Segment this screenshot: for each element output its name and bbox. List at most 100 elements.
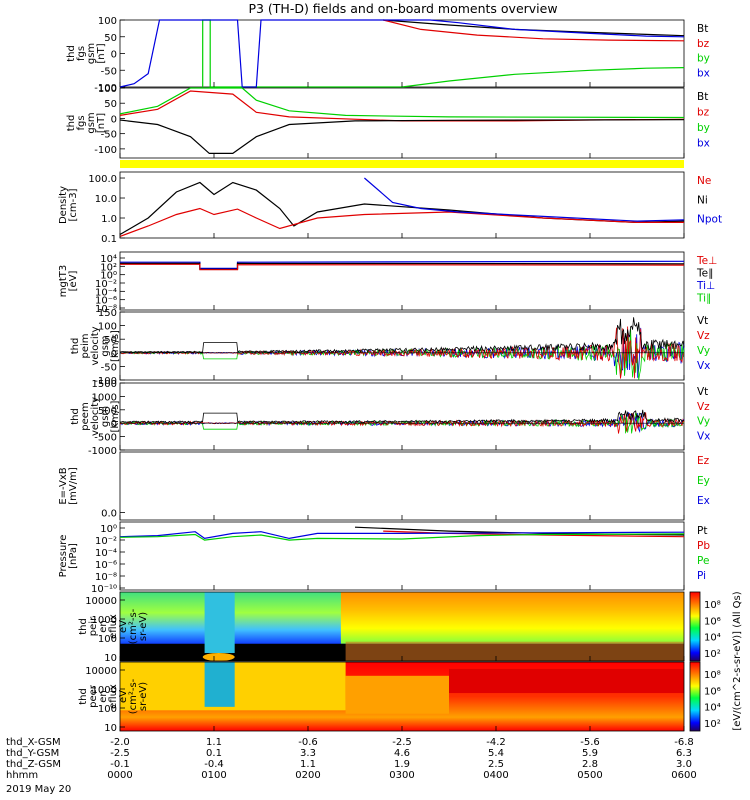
ephemeris-value: -5.6 — [580, 737, 600, 748]
series-pressure-Pe — [119, 533, 685, 541]
y-tick-label: 100 — [98, 322, 117, 333]
y-tick-label: 100.0 — [88, 174, 117, 185]
legend-entry: by — [697, 53, 710, 65]
y-tick-label: 0 — [111, 50, 117, 61]
y-tick-label: 10⁴ — [100, 254, 117, 265]
panel-efield: 0.0 E=-VxB[mV/m] Ez Ey Ex — [58, 451, 710, 521]
colorbar-tick: 10⁶ — [704, 686, 721, 697]
ephemeris-value: 0500 — [577, 770, 602, 781]
y-tick-label: 150 — [98, 308, 117, 319]
series-fgs-bx — [119, 19, 685, 88]
y-axis-label-line: E=-VxB — [58, 467, 69, 504]
y-tick-label: 10² — [100, 262, 117, 273]
y-axis-label-line: Pressure — [58, 535, 69, 578]
axes-peem — [119, 382, 685, 451]
y-tick-label: 10⁻² — [95, 536, 117, 547]
y-axis-label-line: gsm — [86, 112, 97, 133]
y-tick-label: 10⁻⁶ — [95, 296, 117, 307]
legend-entry: Bt — [697, 23, 708, 35]
ephemeris-value: -2.5 — [392, 737, 412, 748]
legend-entry: Pi — [697, 570, 706, 582]
colorbar-peer — [689, 661, 701, 732]
panel-fgs: 100 50 0 -50 -100 thdfgsgsm[nT] Bt bz by bx — [66, 16, 710, 94]
ephemeris-value: 1.9 — [394, 759, 410, 770]
series-pressure-Pb — [383, 530, 685, 538]
y-tick-label: -100 — [94, 145, 117, 156]
series-fgs-by — [202, 19, 685, 88]
legend-entry: Te⊥ — [696, 255, 717, 267]
y-axis-label-line: thd — [70, 408, 81, 425]
panel-peem: 1500 1000 500 0 -500 -1000 thdpeemvelocitygsm[… — [70, 379, 710, 457]
series-peim-Vt — [119, 317, 685, 353]
y-tick-label: 100 — [98, 704, 117, 715]
y-tick-label: 10 — [104, 723, 117, 734]
y-axis-label-line: [eV] — [68, 271, 79, 292]
series-pressure-Pi — [119, 531, 685, 540]
series-fgs_dsl-Bt — [119, 119, 685, 154]
legend-entry: Ey — [697, 475, 710, 487]
legend-entry: Ni — [697, 194, 708, 206]
ephemeris-value: 2.8 — [582, 759, 598, 770]
y-axis-label-line: [km/s] — [110, 400, 121, 432]
colorbar-tick: 10⁸ — [704, 670, 721, 681]
y-axis-label: Pressure[nPa] — [58, 535, 79, 578]
ephemeris-value: 0200 — [295, 770, 320, 781]
y-tick-label: 1.0 — [101, 214, 117, 225]
figure-title: P3 (TH-D) fields and on-board moments ov… — [248, 1, 557, 16]
electron-spectrogram-gap — [204, 662, 235, 707]
series-fgs_dsl-by — [119, 87, 685, 119]
panel-peer: 10⁸ 10⁶ 10⁴ 10² 10000 1000 100 10 thdpeereneflux… — [78, 661, 721, 734]
y-axis-label-line: sr-eV) — [138, 682, 149, 711]
panel-peim: 150 100 50 0 -50 -100 thdpeimvelocitygsm[km/s]… — [70, 308, 710, 387]
legend-entry: Pb — [697, 540, 710, 552]
electron-spectrogram-red — [449, 668, 684, 694]
legend-entry: by — [697, 122, 710, 134]
colorbar-peir — [689, 591, 701, 662]
y-axis-label-line: gsm — [86, 43, 97, 64]
ephemeris-label: hhmm — [6, 770, 38, 781]
y-axis-label-line: Density — [58, 186, 69, 224]
axes-temp — [119, 251, 685, 311]
y-tick-label: 10⁻⁸ — [95, 304, 117, 315]
y-tick-label: -50 — [101, 362, 117, 373]
y-tick-label: 10⁻⁴ — [95, 548, 117, 559]
ephemeris-label: thd_Y-GSM — [6, 748, 59, 759]
y-tick-label: 100 — [98, 84, 117, 95]
y-tick-label: 10 — [104, 653, 117, 664]
date-label: 2019 May 20 — [6, 784, 71, 795]
ion-spectrogram-band — [345, 641, 684, 661]
ion-spectrogram-hot-region — [340, 592, 684, 644]
y-axis-label-line: [nT] — [96, 113, 107, 133]
y-axis-label-line: [km/s] — [110, 330, 121, 362]
y-axis-label-line: thd — [78, 688, 89, 705]
axes-fgs — [119, 19, 685, 88]
y-axis-label-line: eV — [118, 620, 129, 633]
legend-entry: Vx — [697, 360, 710, 372]
series-fgs-bz — [383, 19, 685, 42]
y-axis-label: E=-VxB[mV/m] — [58, 467, 79, 505]
ephemeris-value: -4.2 — [486, 737, 506, 748]
y-tick-label: 1000 — [92, 615, 117, 626]
ion-spectrogram-gap — [204, 592, 235, 653]
y-tick-label: 1000 — [92, 685, 117, 696]
ephemeris-value: -6.8 — [674, 737, 694, 748]
y-tick-label: 10000 — [85, 596, 117, 607]
ephemeris-value: -2.0 — [110, 737, 130, 748]
y-tick-label: 50 — [104, 99, 117, 110]
y-tick-label: 0.0 — [101, 508, 117, 519]
y-axis-label-line: fgs — [76, 115, 87, 130]
y-axis-label-line: (cm²-s- — [128, 678, 139, 714]
colorbar-tick: 10⁴ — [704, 703, 721, 714]
y-axis-label-line: peem — [80, 402, 91, 430]
y-axis-label-line: [nT] — [96, 43, 107, 63]
legend-entry: Ex — [697, 495, 710, 507]
legend-entry: bz — [697, 107, 710, 119]
ephemeris-value: 2.5 — [488, 759, 504, 770]
y-axis-label-line: gsm — [100, 406, 111, 427]
y-axis-label: thdpeimvelocitygsm[km/s] — [70, 326, 121, 365]
y-tick-label: 100 — [98, 634, 117, 645]
colorbar-tick: 10⁸ — [704, 600, 721, 611]
legend-entry: Pe — [697, 555, 709, 567]
ephemeris-value: 0300 — [389, 770, 414, 781]
